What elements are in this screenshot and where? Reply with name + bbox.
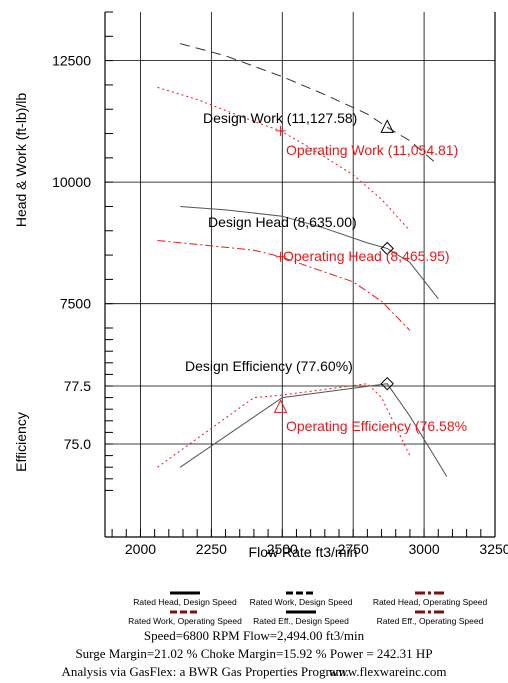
annotation-design-work: Design Work (11,127.58) <box>203 110 357 126</box>
annotation-operating-efficiency: Operating Efficiency (76.58% <box>286 418 467 434</box>
legend-label: Rated Work, Design Speed <box>250 597 353 607</box>
x-axis-title: Flow Rate ft3/min <box>249 544 358 560</box>
x-tick-label: 2000 <box>125 541 156 557</box>
plot-frame <box>104 12 496 538</box>
axis-ticks <box>105 11 496 537</box>
point-annotations: Design Work (11,127.58) Operating Work (1… <box>185 110 467 434</box>
y-tick-label-upper: 7500 <box>60 296 91 312</box>
footer-analysis: Analysis via GasFlex: a BWR Gas Properti… <box>0 664 508 680</box>
diamond-marker <box>380 241 394 256</box>
series-rated-work-operating-speed <box>157 86 411 232</box>
y-tick-label-lower: 77.5 <box>64 378 91 394</box>
footer-website: www.flexwareinc.com <box>328 664 447 679</box>
footer-analysis-text: Analysis via GasFlex: a BWR Gas Properti… <box>61 664 349 679</box>
legend-label: Rated Head, Operating Speed <box>373 597 488 607</box>
tick-labels: 2000 2250 2500 2750 3000 3250 12500 10000 7500 77… <box>52 53 508 557</box>
annotation-operating-work: Operating Work (11,054.81) <box>286 142 458 158</box>
series-rated-head-operating-speed <box>157 240 411 331</box>
x-tick-label: 3250 <box>479 541 508 557</box>
y-axis-title-upper: Head & Work (ft-lb)/lb <box>13 93 29 228</box>
triangle-marker <box>380 119 395 133</box>
y-axis-title-lower: Efficiency <box>13 412 29 472</box>
legend-label: Rated Head, Design Speed <box>133 597 237 607</box>
y-tick-label-upper: 10000 <box>52 174 91 190</box>
legend: Rated Head, Design Speed Rated Work, Desi… <box>128 591 488 626</box>
annotation-operating-head: Operating Head (8,465.95) <box>283 248 450 264</box>
grid-lines <box>105 12 496 537</box>
legend-label: Rated Work, Operating Speed <box>128 616 242 626</box>
x-tick-label: 3000 <box>409 541 440 557</box>
annotation-design-head: Design Head (8,635.00) <box>208 214 357 230</box>
annotation-design-efficiency: Design Efficiency (77.60%) <box>185 358 353 374</box>
point-markers <box>273 119 395 413</box>
y-tick-label-upper: 12500 <box>52 53 91 69</box>
series-rated-head-design-speed <box>180 206 439 300</box>
x-tick-label: 2750 <box>338 541 369 557</box>
y-tick-label-lower: 75.0 <box>64 436 91 452</box>
x-tick-label: 2250 <box>196 541 227 557</box>
x-tick-label: 2500 <box>267 541 298 557</box>
footer-speed-flow: Speed=6800 RPM Flow=2,494.00 ft3/min <box>143 628 365 643</box>
series-rated-work-design-speed <box>180 43 439 166</box>
triangle-marker <box>273 399 288 413</box>
legend-label: Rated Eff., Operating Speed <box>377 616 484 626</box>
footer-margins-power: Surge Margin=21.02 % Choke Margin=15.92 … <box>75 646 433 661</box>
diamond-marker <box>380 376 394 391</box>
legend-label: Rated Eff., Design Speed <box>253 616 349 626</box>
series-rated-eff-design-speed <box>179 383 448 477</box>
series-lines <box>157 43 448 477</box>
